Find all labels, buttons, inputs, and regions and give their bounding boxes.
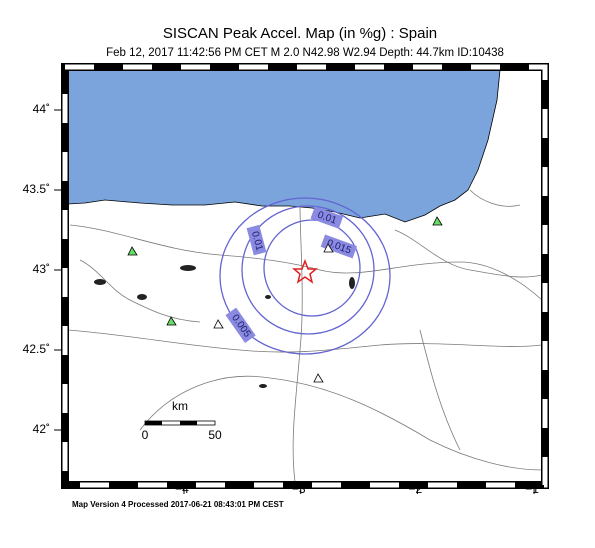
axis-ticks: 44˚ 43.5˚ 43˚ 42.5˚ 42˚ −4˚ −3˚ −2˚ −1˚ — [23, 102, 543, 496]
lon-tick-label: −3˚ — [292, 482, 310, 496]
lat-tick-label: 42.5˚ — [23, 342, 50, 356]
lon-tick-label: −4˚ — [175, 482, 193, 496]
scale-label: 0 — [142, 428, 149, 442]
epicenter — [291, 258, 319, 284]
lat-tick-label: 43.5˚ — [23, 182, 50, 196]
lakes — [94, 265, 355, 388]
title: SISCAN Peak Accel. Map (in %g) : Spain — [163, 25, 437, 42]
subtitle: Feb 12, 2017 11:42:56 PM CET M 2.0 N42.9… — [106, 47, 504, 59]
contours — [219, 197, 391, 355]
lon-tick-label: −1˚ — [525, 482, 543, 496]
lon-tick-label: −2˚ — [409, 482, 427, 496]
scale-unit: km — [172, 399, 188, 413]
scale-label: 50 — [208, 428, 222, 442]
frame — [61, 63, 549, 489]
stations — [127, 216, 443, 383]
lat-tick-label: 43˚ — [33, 262, 50, 276]
sea — [67, 69, 501, 223]
scale-bar: km 0 50 — [142, 399, 222, 442]
contour-label: 0.01 — [249, 230, 265, 252]
lat-tick-label: 42˚ — [33, 422, 50, 436]
lat-tick-label: 44˚ — [33, 102, 50, 116]
footer: Map Version 4 Processed 2017-06-21 08:43… — [72, 500, 284, 509]
roads — [67, 189, 543, 483]
